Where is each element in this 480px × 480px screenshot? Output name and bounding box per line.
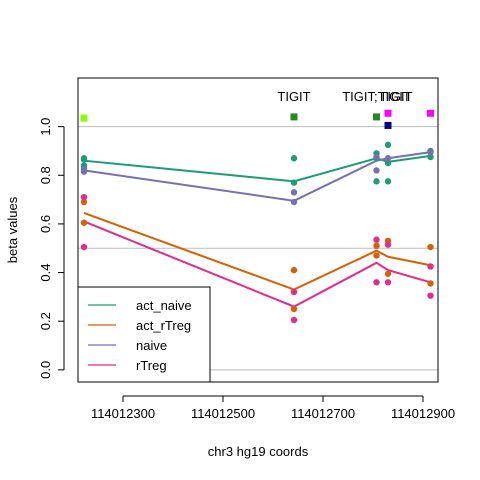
point-act_naive-10 <box>384 159 392 167</box>
gene-label-2: TIGIT <box>379 89 412 104</box>
point-naive-5 <box>373 167 380 174</box>
plot-frame <box>77 77 439 383</box>
point-rTreg-2 <box>290 288 298 296</box>
point-act_naive-4 <box>290 155 298 162</box>
point-naive-6 <box>384 155 392 162</box>
marker-4 <box>384 109 392 117</box>
point-act_rTreg-9 <box>427 280 434 287</box>
x-axis-label: chr3 hg19 coords <box>208 444 309 459</box>
point-rTreg-4 <box>373 236 380 243</box>
y-tick-label-1: 0.2 <box>38 312 53 330</box>
point-rTreg-1 <box>80 243 88 251</box>
y-tick-label-5: 1.0 <box>38 118 53 136</box>
marker-1 <box>290 113 298 121</box>
point-naive-4 <box>373 153 380 161</box>
legend-label-rTreg: rTreg <box>136 358 167 373</box>
point-naive-3 <box>290 198 298 206</box>
x-tick-label-3: 114012900 <box>391 406 455 421</box>
y-tick-label-4: 0.8 <box>38 166 53 184</box>
marker-5 <box>427 109 434 117</box>
point-act_naive-9 <box>384 141 392 149</box>
y-tick-label-3: 0.6 <box>38 215 53 233</box>
point-act_rTreg-5 <box>373 252 380 259</box>
series-points <box>80 141 434 324</box>
x-tick-label-0: 114012300 <box>91 406 155 421</box>
point-act_rTreg-4 <box>373 242 380 250</box>
y-tick-label-0: 0.0 <box>38 361 53 379</box>
point-naive-1 <box>80 168 88 175</box>
point-act_rTreg-2 <box>290 266 298 274</box>
legend-label-naive: naive <box>136 338 167 353</box>
point-rTreg-6 <box>384 241 392 248</box>
point-rTreg-9 <box>427 292 434 299</box>
point-rTreg-7 <box>384 279 392 286</box>
point-act_naive-11 <box>384 178 392 185</box>
x-tick-label-2: 114012700 <box>291 406 355 421</box>
legend-label-act_naive: act_naive <box>136 298 192 313</box>
point-act_naive-1 <box>80 156 88 163</box>
y-tick-label-2: 0.4 <box>38 264 53 282</box>
point-act_naive-13 <box>427 153 434 161</box>
annotation-markers <box>80 109 434 129</box>
y-axis: 0.0 0.2 0.4 0.6 0.8 1.0 <box>38 118 65 379</box>
point-act_rTreg-8 <box>427 243 434 251</box>
series-line-act_rTreg <box>83 212 431 291</box>
point-act_rTreg-0 <box>80 198 88 206</box>
point-rTreg-5 <box>373 279 380 286</box>
series-line-rTreg <box>83 220 431 308</box>
point-rTreg-8 <box>427 263 434 270</box>
marker-3 <box>384 121 392 129</box>
x-tick-label-1: 114012500 <box>191 406 255 421</box>
x-axis: 114012300 114012500 114012700 114012900 <box>91 395 455 421</box>
point-naive-2 <box>290 189 298 196</box>
point-naive-7 <box>427 148 434 156</box>
legend-box <box>77 286 211 383</box>
legend-label-act_rTreg: act_rTreg <box>136 318 191 333</box>
point-act_rTreg-7 <box>384 270 392 277</box>
point-act_naive-8 <box>373 178 380 185</box>
y-axis-label: beta values <box>5 196 20 263</box>
point-act_naive-5 <box>290 179 298 186</box>
point-rTreg-0 <box>80 193 88 201</box>
gene-label-0: TIGIT <box>277 89 310 104</box>
marker-2 <box>373 113 380 121</box>
gene-label-1: TIGIT;TIGIT <box>342 89 411 104</box>
point-rTreg-3 <box>290 316 298 324</box>
point-act_rTreg-3 <box>290 305 298 313</box>
point-act_rTreg-1 <box>80 219 88 226</box>
marker-0 <box>80 114 88 122</box>
